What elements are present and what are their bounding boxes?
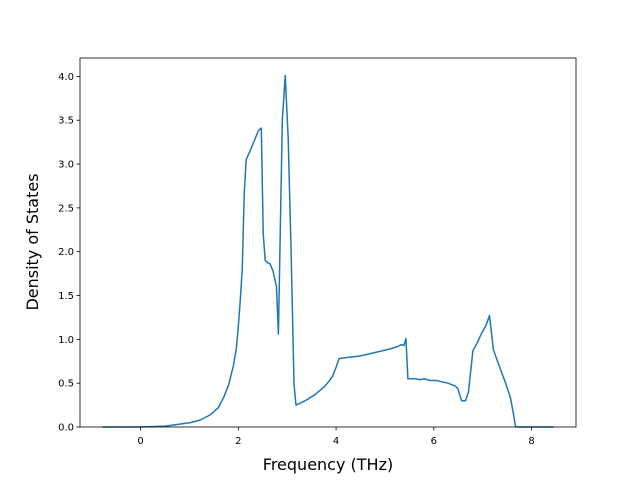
plot-frame xyxy=(79,57,577,428)
x-tick-label: 2 xyxy=(235,436,241,447)
x-tick-label: 0 xyxy=(137,436,143,447)
y-tick-label: 3.5 xyxy=(58,116,74,127)
y-tick-label: 2.0 xyxy=(58,247,74,258)
y-tick-label: 4.0 xyxy=(58,72,74,83)
y-axis-label: Density of States xyxy=(23,173,42,310)
y-tick-label: 1.5 xyxy=(58,291,74,302)
x-tick-label: 8 xyxy=(528,436,534,447)
x-tick-label: 6 xyxy=(431,436,437,447)
y-tick-label: 0.0 xyxy=(58,423,74,434)
y-tick-label: 2.5 xyxy=(58,203,74,214)
y-tick-label: 0.5 xyxy=(58,379,74,390)
x-axis-label: Frequency (THz) xyxy=(263,455,393,474)
line-series xyxy=(102,74,554,428)
x-tick-label: 4 xyxy=(333,436,339,447)
y-tick-label: 1.0 xyxy=(58,335,74,346)
y-tick-label: 3.0 xyxy=(58,160,74,171)
